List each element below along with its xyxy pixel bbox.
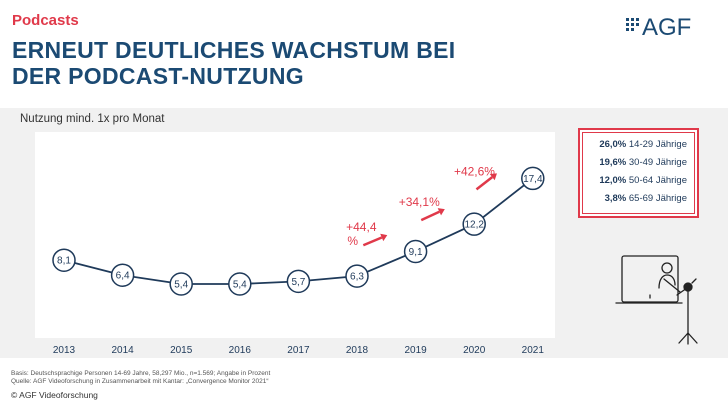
podcaster-microphone-icon <box>615 255 698 345</box>
point-marker <box>228 272 252 296</box>
age-row: 26,0% 14-29 Jährige <box>599 139 687 150</box>
data-label: 9,1 <box>409 247 423 258</box>
x-tick-label: 2020 <box>463 345 486 356</box>
point-marker <box>462 212 486 236</box>
age-row: 3,8% 65-69 Jährige <box>604 193 687 204</box>
x-tick-label: 2016 <box>229 345 252 356</box>
growth-arrow <box>475 173 497 191</box>
growth-label: +44,4 <box>346 220 377 234</box>
footnote-source: Quelle: AGF Videoforschung in Zusammenar… <box>11 378 269 385</box>
copyright: © AGF Videoforschung <box>11 390 98 400</box>
data-point: 8,1 <box>52 248 76 272</box>
point-marker <box>345 264 369 288</box>
x-tick-label: 2015 <box>170 345 193 356</box>
section-kicker: Podcasts <box>12 12 79 29</box>
data-point: 5,4 <box>169 272 193 296</box>
title-line-2: DER PODCAST-NUTZUNG <box>12 63 304 89</box>
x-tick-label: 2014 <box>111 345 134 356</box>
chart-title: Nutzung mind. 1x pro Monat <box>20 113 165 125</box>
data-label: 5,7 <box>291 277 305 288</box>
x-tick-label: 2017 <box>287 345 310 356</box>
series-line <box>63 177 534 285</box>
x-tick-label: 2019 <box>404 345 427 356</box>
data-point: 5,7 <box>286 269 311 294</box>
growth-label: +42,6% <box>454 164 495 178</box>
plot-area <box>35 132 555 338</box>
age-row: 19,6% 30-49 Jährige <box>599 157 687 168</box>
data-label: 6,4 <box>116 271 130 282</box>
growth-arrow <box>420 208 445 222</box>
growth-label-cont: % <box>347 234 358 248</box>
footnote-basis: Basis: Deutschsprachige Personen 14-69 J… <box>11 370 271 377</box>
growth-arrow <box>362 233 388 247</box>
logo-text: AGF <box>642 14 691 38</box>
age-row: 12,0% 50-64 Jährige <box>599 175 687 186</box>
data-label: 5,4 <box>174 280 188 291</box>
age-breakdown-box: 26,0% 14-29 Jährige 19,6% 30-49 Jährige … <box>578 128 699 218</box>
point-marker <box>286 269 311 294</box>
data-label: 5,4 <box>233 280 247 291</box>
data-point: 6,3 <box>345 264 369 288</box>
data-label: 6,3 <box>350 272 364 283</box>
data-point: 5,4 <box>228 272 252 296</box>
data-label: 17,4 <box>523 174 543 185</box>
x-tick-label: 2021 <box>522 345 545 356</box>
data-points: 8,1 6,4 5,4 5,4 5,7 6,3 9,1 12,2 17,4 <box>52 166 545 296</box>
point-marker <box>169 272 193 296</box>
data-point: 6,4 <box>110 263 135 287</box>
agf-logo-icon: AGF <box>626 14 691 38</box>
point-marker <box>521 166 545 191</box>
data-label: 8,1 <box>57 256 71 267</box>
growth-annotations: +44,4% +34,1% +42,6% <box>346 164 495 248</box>
point-marker <box>52 248 76 272</box>
data-point: 17,4 <box>521 166 545 191</box>
growth-label: +34,1% <box>399 195 440 209</box>
x-tick-label: 2013 <box>53 345 76 356</box>
point-marker <box>110 263 135 287</box>
title-line-1: ERNEUT DEUTLICHES WACHSTUM BEI <box>12 37 456 63</box>
growth-arrows <box>362 173 497 247</box>
page-title: ERNEUT DEUTLICHES WACHSTUM BEI DER PODCA… <box>12 37 455 89</box>
data-label: 12,2 <box>464 220 484 231</box>
point-marker <box>403 239 428 264</box>
data-point: 12,2 <box>462 212 486 236</box>
x-tick-labels: 2013 2014 2015 2016 2017 2018 2019 2020 2021 <box>53 345 544 356</box>
x-tick-label: 2018 <box>346 345 369 356</box>
data-point: 9,1 <box>403 239 428 264</box>
